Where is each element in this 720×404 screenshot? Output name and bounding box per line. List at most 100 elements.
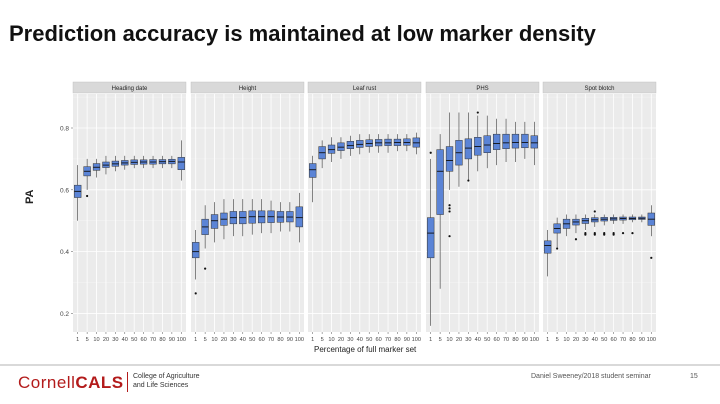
box — [210, 214, 219, 229]
x-tick-label: 10 — [93, 337, 99, 343]
x-axis-title: Percentage of full marker set — [314, 345, 417, 354]
x-tick-label: 60 — [494, 337, 500, 343]
box — [492, 133, 501, 150]
x-tick-label: 70 — [385, 337, 391, 343]
outlier-point — [204, 267, 207, 270]
x-tick-label: 20 — [338, 337, 344, 343]
box — [309, 163, 317, 178]
x-tick-label: 60 — [376, 337, 382, 343]
x-tick-label: 90 — [404, 337, 410, 343]
x-tick-label: 30 — [230, 337, 236, 343]
panel-background — [543, 94, 656, 332]
box — [530, 135, 538, 149]
outlier-point — [584, 233, 587, 236]
page-number: 15 — [690, 373, 698, 380]
x-tick-label: 20 — [103, 337, 109, 343]
box — [511, 133, 520, 149]
x-tick-label: 40 — [357, 337, 363, 343]
presenter-note: Daniel Sweeney/2018 student seminar — [531, 373, 651, 380]
x-tick-label: 100 — [412, 337, 421, 343]
x-tick-label: 50 — [366, 337, 372, 343]
x-tick-label: 30 — [465, 337, 471, 343]
box — [403, 138, 411, 146]
facet-label: Height — [239, 86, 257, 92]
college-line-2: and Life Sciences — [133, 382, 189, 389]
x-tick-label: 90 — [522, 337, 528, 343]
x-tick-label: 50 — [131, 337, 137, 343]
x-tick-label: 100 — [647, 337, 656, 343]
outlier-point — [621, 231, 625, 235]
x-tick-label: 70 — [150, 337, 156, 343]
x-tick-label: 50 — [484, 337, 490, 343]
x-tick-label: 1 — [76, 337, 79, 343]
box — [521, 133, 529, 149]
outlier-point — [467, 179, 470, 182]
facet-label: PHS — [476, 86, 488, 92]
x-tick-label: 80 — [159, 337, 165, 343]
box — [192, 242, 200, 259]
x-tick-label: 100 — [530, 337, 539, 343]
x-tick-label: 60 — [259, 337, 265, 343]
footer-divider — [0, 364, 720, 366]
logo-divider — [127, 372, 128, 392]
x-tick-label: 1 — [194, 337, 197, 343]
box — [445, 146, 454, 172]
outlier-point — [603, 233, 606, 236]
x-tick-label: 100 — [295, 337, 304, 343]
facet-strip — [542, 81, 657, 94]
box — [436, 149, 444, 215]
outlier-point — [612, 233, 615, 236]
outlier-point — [650, 256, 653, 259]
x-tick-label: 80 — [629, 337, 635, 343]
box — [346, 141, 355, 149]
facet-strip — [190, 81, 305, 94]
panel-background — [191, 94, 304, 332]
x-tick-label: 60 — [141, 337, 147, 343]
outlier-point — [448, 210, 451, 213]
outlier-point — [593, 210, 596, 213]
outlier-point — [448, 204, 451, 207]
x-tick-label: 80 — [394, 337, 400, 343]
outlier-point — [593, 233, 596, 236]
x-tick-label: 40 — [240, 337, 246, 343]
box — [295, 206, 303, 228]
x-tick-label: 40 — [475, 337, 481, 343]
x-tick-label: 30 — [112, 337, 118, 343]
box — [356, 140, 364, 148]
panel-background — [426, 94, 539, 332]
x-tick-label: 10 — [328, 337, 334, 343]
college-name: College of Agriculture and Life Sciences — [133, 372, 243, 390]
x-tick-label: 30 — [582, 337, 588, 343]
x-tick-label: 5 — [556, 337, 559, 343]
box — [337, 142, 345, 151]
x-tick-label: 10 — [446, 337, 452, 343]
panel-background — [308, 94, 421, 332]
x-tick-label: 90 — [639, 337, 645, 343]
x-tick-label: 5 — [321, 337, 324, 343]
x-tick-label: 5 — [439, 337, 442, 343]
x-tick-label: 60 — [611, 337, 617, 343]
x-tick-label: 20 — [573, 337, 579, 343]
y-tick-label: 0.2 — [60, 311, 69, 318]
logo-cals-text: CALS — [75, 373, 124, 392]
outlier-point — [429, 151, 432, 154]
facet-strip — [425, 81, 540, 94]
x-tick-label: 80 — [512, 337, 518, 343]
outlier-point — [194, 292, 197, 295]
panel-background — [73, 94, 186, 332]
outlier-point — [593, 231, 596, 235]
slide-title: Prediction accuracy is maintained at low… — [9, 21, 596, 46]
y-tick-label: 0.4 — [60, 249, 69, 256]
outlier-point — [574, 238, 578, 241]
facet-strip — [72, 81, 187, 94]
x-tick-label: 70 — [620, 337, 626, 343]
x-tick-label: 70 — [503, 337, 509, 343]
x-tick-label: 40 — [122, 337, 128, 343]
outlier-point — [603, 231, 606, 235]
outlier-point — [631, 231, 634, 235]
x-tick-label: 90 — [169, 337, 175, 343]
x-tick-label: 70 — [268, 337, 274, 343]
facet-label: Heading date — [112, 86, 148, 92]
y-tick-label: 0.6 — [60, 187, 69, 194]
